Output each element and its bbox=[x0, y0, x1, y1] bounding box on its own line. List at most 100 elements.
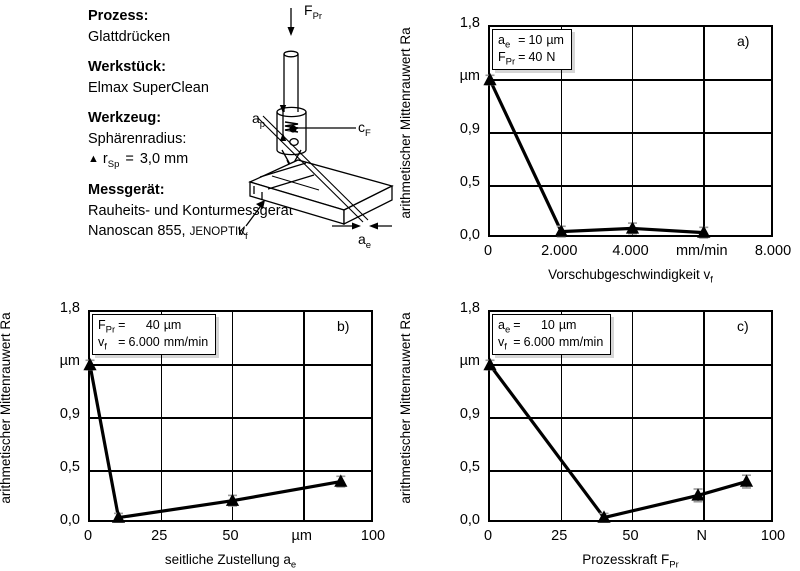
condition-equals: = bbox=[118, 318, 126, 332]
cf-label: cF bbox=[358, 119, 371, 139]
force-label: FPr bbox=[304, 2, 323, 22]
data-point bbox=[225, 493, 240, 507]
chart-b-conditions-panel: FPr = 40 µm vf = 6.000 mm/min bbox=[92, 314, 217, 355]
data-point bbox=[697, 225, 711, 239]
condition-value: 10 bbox=[528, 33, 543, 47]
marker-triangle-icon bbox=[483, 357, 497, 371]
chart-b-x-tick: µm bbox=[291, 528, 312, 544]
tool-symbol: r bbox=[102, 151, 108, 168]
data-point bbox=[334, 474, 348, 488]
gridline-vertical bbox=[303, 312, 305, 520]
condition-unit: µm bbox=[546, 33, 564, 47]
data-point bbox=[597, 510, 611, 523]
chart-b-y-tick: µm bbox=[59, 353, 80, 369]
chart-b-y-tick: 0,5 bbox=[59, 459, 80, 475]
process-label: Prozess: bbox=[88, 8, 149, 24]
marker-triangle-icon bbox=[111, 510, 126, 523]
vf-label: vf bbox=[238, 222, 248, 242]
condition-row: vf = 6.000 mm/min bbox=[498, 334, 604, 352]
chart-a-x-tick: 8.000 bbox=[754, 243, 792, 259]
marker-triangle-icon bbox=[739, 474, 754, 487]
condition-unit: mm/min bbox=[163, 334, 209, 349]
chart-c-x-tick: 0 bbox=[483, 528, 493, 544]
device-label: Messgerät: bbox=[88, 182, 165, 199]
condition-value: 6.000 bbox=[523, 334, 555, 349]
chart-a-series bbox=[483, 72, 711, 239]
condition-value: 40 bbox=[528, 49, 543, 64]
chart-c-x-tick: N bbox=[696, 528, 707, 544]
chart-c-x-tick: 50 bbox=[622, 528, 639, 544]
chart-b-x-tick: 50 bbox=[222, 528, 239, 544]
chart-a: arithmetischer Mittenrauwert Ra 1,8 µm 0,9… bbox=[398, 0, 800, 285]
condition-value: 10 bbox=[540, 318, 555, 332]
marker-triangle-icon bbox=[483, 72, 497, 86]
condition-symbol: ae bbox=[498, 33, 511, 51]
gridline-horizontal bbox=[490, 364, 771, 366]
condition-value: 6.000 bbox=[128, 334, 160, 349]
gridline-horizontal bbox=[490, 185, 771, 187]
tool-value: Sphärenradius: bbox=[88, 130, 187, 147]
chart-c-panel-letter: c) bbox=[737, 318, 749, 334]
spring-node bbox=[289, 125, 297, 133]
marker-triangle-icon bbox=[554, 224, 568, 237]
condition-unit: N bbox=[546, 49, 556, 64]
marker-triangle-icon bbox=[83, 357, 97, 371]
ap-label: ap bbox=[252, 110, 266, 130]
series-line bbox=[88, 364, 342, 520]
chart-a-conditions-panel: ae = 10 µm FPr = 40 N bbox=[492, 29, 572, 70]
force-arrow-head bbox=[287, 27, 295, 36]
data-point bbox=[625, 221, 640, 235]
series-line bbox=[488, 364, 747, 520]
condition-unit: µm bbox=[163, 318, 182, 332]
chart-c-x-tick: 25 bbox=[551, 528, 568, 544]
chart-c-plot-area bbox=[483, 310, 773, 523]
marker-triangle-icon bbox=[225, 493, 240, 506]
chart-b-x-tick: 100 bbox=[360, 528, 386, 544]
condition-symbol: FPr bbox=[498, 49, 516, 68]
chart-a-x-tick: mm/min bbox=[675, 243, 728, 259]
gridline-horizontal bbox=[490, 79, 771, 81]
gridline-vertical bbox=[631, 27, 634, 235]
gridline-vertical bbox=[703, 27, 705, 235]
x-title-sub: e bbox=[290, 559, 297, 571]
condition-unit: mm/min bbox=[558, 334, 604, 349]
chart-c-y-tick: 0,5 bbox=[459, 459, 480, 475]
chart-a-y-tick: 0,5 bbox=[459, 174, 480, 190]
gridline-vertical bbox=[160, 312, 162, 520]
condition-value: 40 bbox=[145, 318, 160, 332]
marker-triangle-icon bbox=[625, 221, 640, 234]
chart-a-x-tick: 4.000 bbox=[612, 243, 649, 259]
data-point bbox=[554, 224, 568, 238]
x-title-text: Vorschubgeschwindigkeit v bbox=[548, 267, 711, 282]
device-brand: JENOPTIK bbox=[189, 226, 246, 239]
chart-c-y-tick: µm bbox=[459, 353, 480, 369]
chart-b-series bbox=[83, 357, 348, 523]
chart-b-y-tick: 0,0 bbox=[59, 512, 80, 528]
chart-b-y-tick: 0,9 bbox=[59, 406, 80, 422]
chart-a-y-tick: 1,8 bbox=[459, 15, 480, 31]
workpiece-label: Werkstück: bbox=[88, 59, 166, 76]
device-value-2: Nanoscan 855, JENOPTIK bbox=[88, 221, 388, 242]
x-title-text: seitliche Zustellung a bbox=[164, 552, 291, 567]
gridline-vertical bbox=[631, 312, 634, 520]
chart-a-y-tick: µm bbox=[459, 68, 480, 84]
x-title-text: Prozesskraft F bbox=[582, 552, 670, 567]
tool-radius-line: ▲ rSp = 3,0 mm bbox=[88, 149, 388, 170]
chart-a-x-tick: 2.000 bbox=[541, 243, 578, 259]
data-point bbox=[483, 357, 497, 371]
workpiece-value: Elmax SuperClean bbox=[88, 79, 209, 96]
device-model: Nanoscan 855, bbox=[88, 223, 190, 240]
chart-b-x-tick: 0 bbox=[83, 528, 93, 544]
gridline-horizontal bbox=[90, 364, 371, 366]
condition-row: FPr = 40 N bbox=[498, 49, 564, 68]
condition-symbol: vf bbox=[98, 334, 107, 353]
chart-a-y-tick: 0,0 bbox=[459, 227, 480, 243]
triangle-marker-icon: ▲ bbox=[88, 153, 99, 166]
tool-symbol-sub: Sp bbox=[107, 159, 120, 171]
marker-triangle-icon bbox=[697, 225, 711, 238]
condition-equals: = bbox=[513, 318, 521, 332]
x-title-sub: Pr bbox=[669, 559, 679, 571]
tool-equals: = bbox=[125, 151, 134, 168]
tool-label: Werkzeug: bbox=[88, 110, 162, 127]
